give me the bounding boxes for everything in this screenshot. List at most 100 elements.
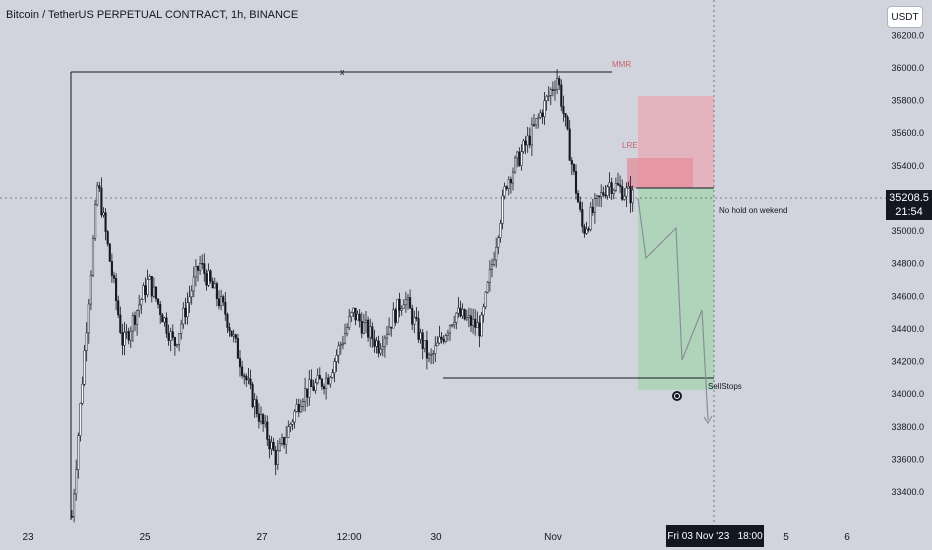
candle-body (201, 263, 204, 265)
candle-body (175, 344, 179, 346)
candle-body (364, 319, 368, 323)
candle-body (436, 342, 439, 347)
candle-body (146, 279, 149, 296)
candle-body (339, 344, 342, 347)
candle-body (551, 89, 554, 91)
candle-body (564, 113, 567, 118)
candle-body (381, 346, 384, 350)
candle-body (89, 274, 92, 305)
candle-body (528, 135, 531, 146)
candle-body (327, 377, 330, 385)
candle-body (360, 320, 363, 334)
candle-body (409, 297, 412, 309)
candle-body (629, 186, 632, 204)
crosshair-date-label: Fri 03 Nov '23 18:00 (666, 525, 764, 547)
x-tick-label: Nov (544, 532, 562, 543)
candle-body (222, 296, 225, 303)
candle-body (606, 186, 609, 197)
last-price-value: 35208.5 (889, 192, 929, 204)
y-tick-label: 34400.0 (891, 324, 924, 334)
candle-body (390, 326, 393, 329)
candle-body (98, 185, 101, 189)
candle-body (121, 332, 124, 346)
candle-body (612, 189, 615, 194)
candle-body (478, 322, 481, 337)
candle-body (524, 140, 527, 146)
candle-body (87, 303, 90, 334)
candle-body (356, 313, 359, 321)
candle-body (257, 413, 260, 422)
y-tick-label: 34200.0 (891, 357, 924, 367)
candle-body (209, 270, 212, 282)
candle-body (497, 237, 500, 248)
candle-body (226, 314, 229, 328)
candle-body (501, 195, 504, 224)
candle-body (518, 151, 521, 166)
candle-body (362, 322, 365, 334)
candle-body (283, 437, 286, 445)
candle-body (205, 273, 208, 286)
candle-body (520, 151, 523, 166)
x-tick-label: 27 (256, 532, 268, 543)
candle-body (144, 285, 147, 296)
candle-body (180, 323, 183, 334)
candle-body (545, 96, 548, 102)
y-tick-label: 33600.0 (891, 454, 924, 464)
candle-body (589, 206, 592, 230)
candle-body (616, 183, 620, 186)
candle-body (278, 442, 281, 451)
candle-body (427, 354, 431, 359)
candle-body (316, 375, 319, 384)
symbol-title: Bitcoin / TetherUS PERPETUAL CONTRACT, 1… (6, 9, 299, 21)
mmr-label: MMR (612, 60, 631, 69)
candle-body (556, 78, 559, 90)
candle-body (507, 179, 510, 189)
candle-body (430, 354, 433, 356)
candle-body (490, 264, 494, 270)
candle-body (432, 353, 435, 355)
candle-body (291, 421, 294, 425)
candle-body (241, 366, 244, 376)
candle-body (325, 377, 328, 389)
candle-body (602, 192, 605, 196)
candle-body (142, 285, 145, 300)
candle-body (415, 317, 418, 319)
candle-body (623, 195, 626, 200)
candle-body (530, 124, 533, 146)
candle-body (253, 399, 256, 408)
candle-body (593, 198, 596, 213)
candle-body (234, 334, 237, 339)
candle-body (614, 183, 617, 191)
candle-body (306, 388, 309, 398)
take-profit-zone (638, 188, 714, 390)
candle-body (400, 308, 403, 311)
candle-body (268, 439, 271, 450)
candle-body (85, 332, 88, 351)
candle-body (190, 290, 193, 298)
candle-body (354, 307, 357, 321)
candle-body (383, 337, 386, 348)
candle-body (182, 307, 185, 325)
candle-body (192, 276, 195, 292)
candle-body (465, 317, 468, 320)
candle-body (570, 160, 573, 165)
candle-body (457, 307, 460, 314)
candle-body (434, 345, 437, 354)
candle-body (442, 338, 445, 342)
y-tick-label: 34000.0 (891, 389, 924, 399)
price-axis[interactable]: 33400.0 33600.0 33800.0 34000.0 34200.0 34400… (891, 30, 924, 497)
candle-body (358, 313, 361, 322)
candle-body (574, 171, 578, 194)
currency-button[interactable]: USDT (887, 6, 923, 28)
y-tick-label: 35400.0 (891, 161, 924, 171)
candle-body (621, 186, 624, 200)
candle-body (245, 375, 248, 381)
candle-body (262, 414, 265, 425)
candle-body (446, 332, 449, 336)
target-icon[interactable] (672, 391, 682, 401)
candle-body (388, 326, 391, 335)
candle-body (526, 135, 529, 146)
candle-body (566, 116, 569, 130)
x-tick-label: 23 (22, 532, 34, 543)
